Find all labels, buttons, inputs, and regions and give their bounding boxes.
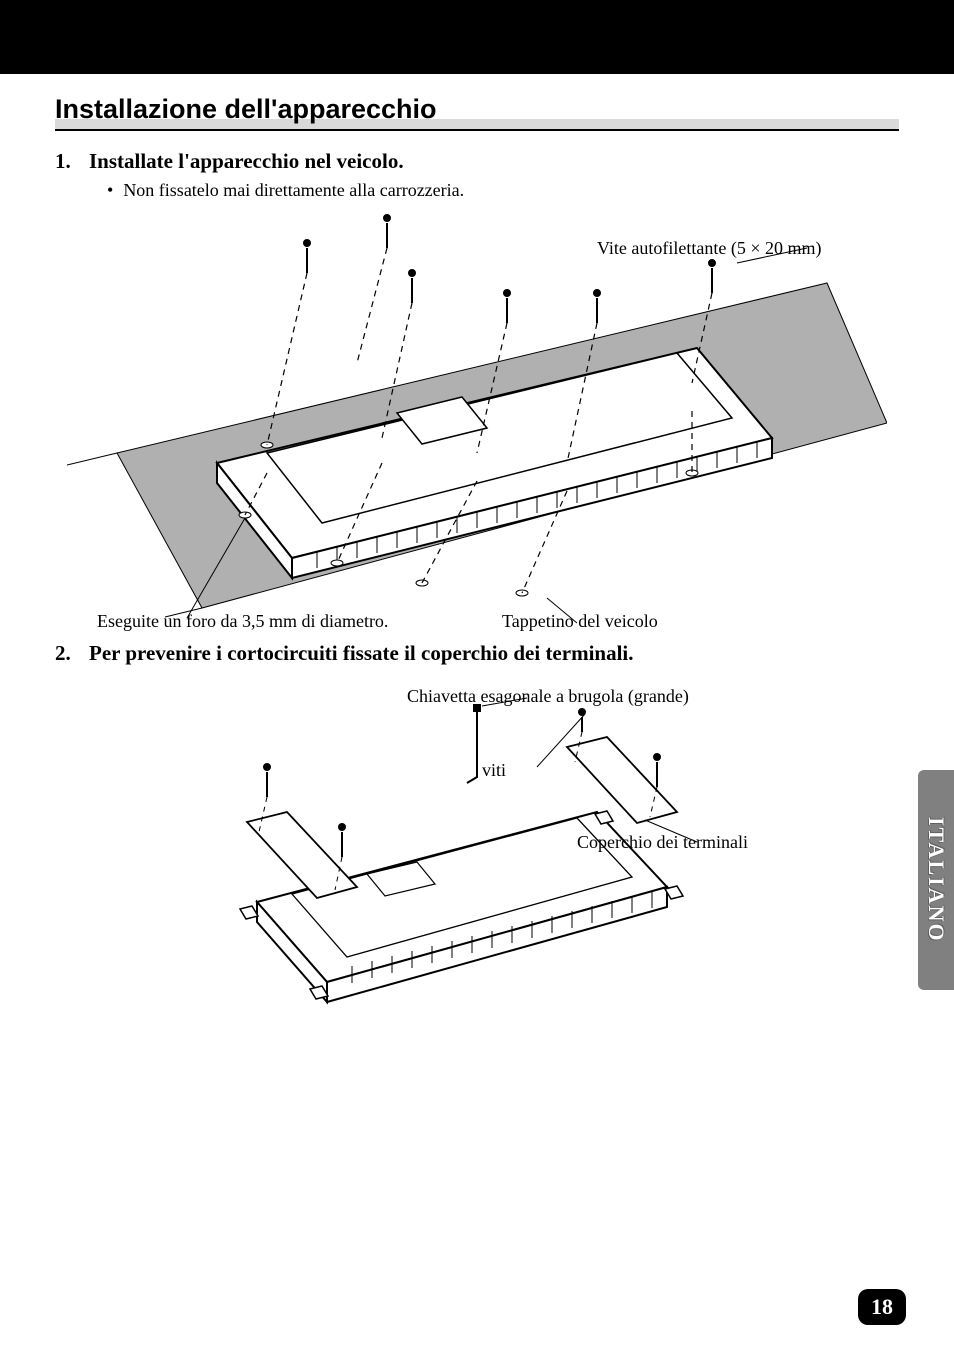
- fig1-label-hole: Eseguite un foro da 3,5 mm di diametro.: [97, 611, 388, 632]
- step-1-body: Installate l'apparecchio nel veicolo. • …: [89, 149, 899, 201]
- step-1-title: Installate l'apparecchio nel veicolo.: [89, 149, 899, 174]
- step-2-body: Per prevenire i cortocircuiti fissate il…: [89, 641, 899, 672]
- figure-2: Chiavetta esagonale a brugola (grande) v…: [177, 692, 777, 1032]
- bullet-marker: •: [107, 180, 113, 201]
- figure-1: Vite autofilettante (5 × 20 mm) Eseguite…: [67, 213, 887, 633]
- fig1-label-screw: Vite autofilettante (5 × 20 mm): [597, 238, 822, 259]
- language-tab-text: ITALIANO: [923, 817, 949, 943]
- fig2-label-screws: viti: [482, 760, 506, 781]
- step-1-bullet-text: Non fissatelo mai direttamente alla carr…: [123, 180, 464, 201]
- fig2-label-wrench: Chiavetta esagonale a brugola (grande): [407, 686, 689, 707]
- page-number: 18: [871, 1294, 893, 1320]
- header-black-bar: [0, 0, 954, 74]
- section-title: Installazione dell'apparecchio: [55, 94, 899, 131]
- step-1-number: 1.: [55, 149, 75, 201]
- step-2-number: 2.: [55, 641, 75, 672]
- fig2-label-cover: Coperchio dei terminali: [577, 832, 748, 853]
- page-number-badge: 18: [858, 1289, 906, 1325]
- fig1-label-mat: Tappetino del veicolo: [502, 611, 658, 632]
- figure-2-svg: [177, 692, 777, 1032]
- step-1: 1. Installate l'apparecchio nel veicolo.…: [55, 149, 899, 201]
- step-2-title: Per prevenire i cortocircuiti fissate il…: [89, 641, 899, 666]
- step-1-bullet: • Non fissatelo mai direttamente alla ca…: [89, 180, 899, 201]
- figure-1-svg: [67, 213, 887, 633]
- page-content: Installazione dell'apparecchio 1. Instal…: [0, 74, 954, 1032]
- language-tab: ITALIANO: [918, 770, 954, 990]
- step-2: 2. Per prevenire i cortocircuiti fissate…: [55, 641, 899, 672]
